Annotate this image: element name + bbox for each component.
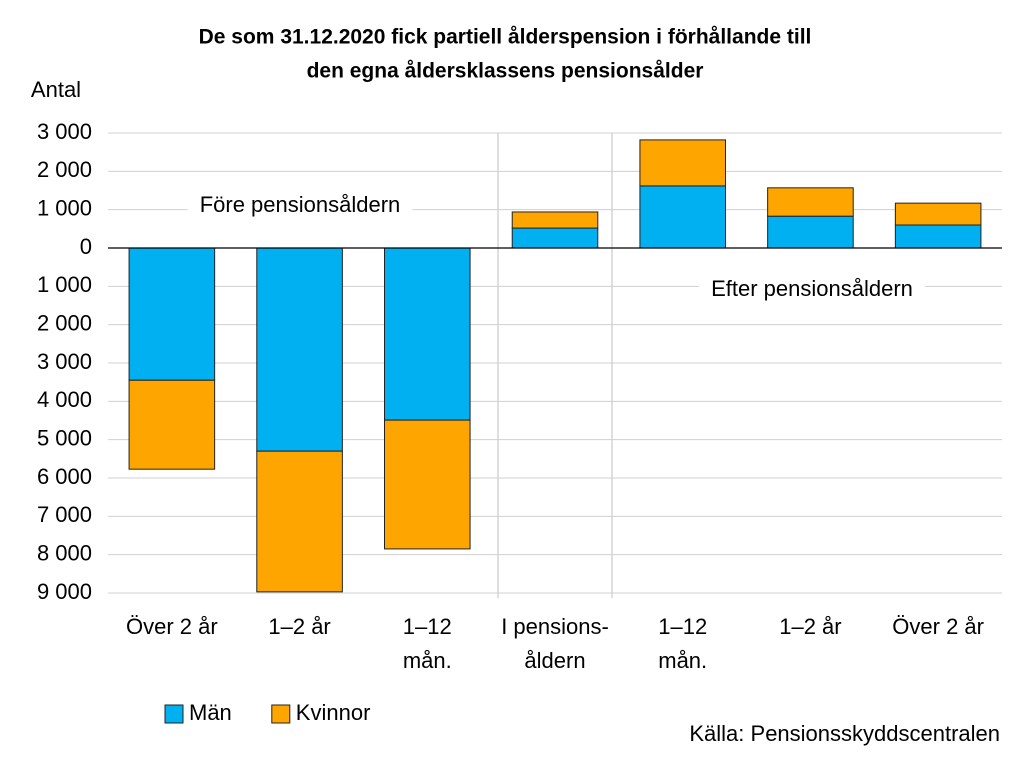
x-tick-label: I pensions-: [501, 614, 609, 639]
bar: [128, 379, 216, 470]
bar: [639, 185, 726, 249]
legend-label: Män: [189, 700, 232, 725]
bar: [767, 215, 854, 249]
y-tick-label: 1 000: [37, 195, 92, 220]
source: Källa: Pensionsskyddscentralen: [689, 721, 1000, 746]
x-tick-label: åldern: [524, 648, 585, 673]
x-tick-label: 1–12: [403, 614, 452, 639]
x-tick-label: Över 2 år: [892, 614, 984, 639]
y-axis-label: Antal: [31, 77, 81, 102]
y-tick-label: 4 000: [37, 387, 92, 412]
legend-swatch: [271, 704, 291, 724]
y-tick-label: 2 000: [37, 157, 92, 182]
x-tick-label: 1–12: [658, 614, 707, 639]
chart-title: den egna åldersklassens pensionsålder: [307, 60, 704, 83]
legend-swatch: [164, 704, 184, 724]
bar: [256, 450, 343, 593]
annotation: Efter pensionsåldern: [711, 276, 913, 301]
y-tick-label: 8 000: [37, 540, 92, 565]
y-tick-label: 1 000: [37, 272, 92, 297]
y-tick-label: 2 000: [37, 310, 92, 335]
bar: [511, 211, 599, 229]
annotation-bg: [699, 275, 925, 301]
x-tick-label: 1–2 år: [268, 614, 330, 639]
y-tick-label: 5 000: [37, 425, 92, 450]
x-tick-label: Över 2 år: [126, 614, 218, 639]
y-tick-label: 3 000: [37, 119, 92, 144]
bar: [511, 227, 599, 249]
bar: [894, 202, 982, 226]
y-tick-label: 0: [80, 234, 92, 259]
chart-title: De som 31.12.2020 fick partiell ålderspe…: [199, 26, 812, 49]
x-tick-label: 1–2 år: [779, 614, 841, 639]
y-tick-label: 3 000: [37, 349, 92, 374]
bar: [767, 187, 854, 217]
y-tick-label: 7 000: [37, 502, 92, 527]
y-tick-label: 6 000: [37, 464, 92, 489]
bar: [639, 139, 726, 187]
bar: [894, 224, 982, 249]
annotation-bg: [187, 191, 413, 217]
bar: [128, 247, 216, 381]
bar: [256, 247, 343, 452]
annotation: Före pensionsåldern: [200, 192, 401, 217]
legend-label: Kvinnor: [296, 700, 371, 725]
bar: [384, 419, 471, 550]
y-tick-label: 9 000: [37, 579, 92, 604]
x-tick-label: mån.: [403, 648, 452, 673]
bar: [384, 247, 471, 421]
x-tick-label: mån.: [658, 648, 707, 673]
